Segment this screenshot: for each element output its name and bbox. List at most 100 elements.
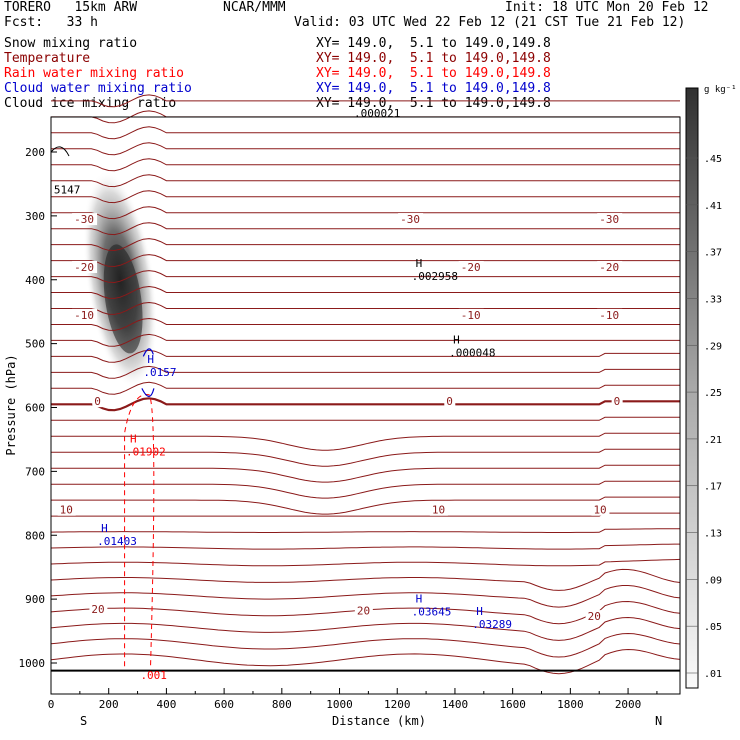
colorbar-label: .13	[704, 529, 722, 540]
contour-label: 0	[446, 395, 453, 408]
y-tick-label: 800	[25, 529, 45, 542]
legend-cloudwater-name: Cloud water mixing ratio	[4, 81, 192, 96]
extrema-markers: H.002958H.000048H.0157H.01902H.01403H.03…	[54, 107, 512, 682]
legend-cloudwater-range: XY= 149.0, 5.1 to 149.0,149.8	[316, 81, 551, 96]
temperature-contours	[50, 94, 681, 675]
temperature-line	[51, 254, 680, 268]
contour-label-bg	[92, 395, 104, 408]
y-tick-label: 500	[25, 338, 45, 351]
colorbar-label: .33	[704, 294, 722, 305]
contour-label-bg	[429, 503, 448, 516]
forecast-hour: Fcst: 33 h	[4, 15, 98, 30]
model-title: TORERO 15km ARW	[4, 0, 138, 15]
rain-contour	[124, 394, 155, 667]
legend-snow-name: Snow mixing ratio	[4, 36, 138, 51]
contour-label-bg	[398, 213, 424, 226]
colorbar-label: .21	[704, 435, 722, 446]
extremum-marker: H	[476, 605, 483, 618]
extremum-value: .000021	[354, 107, 400, 120]
temperature-line	[51, 448, 680, 467]
x-tick-label: 400	[156, 698, 176, 711]
colorbar-label: .25	[704, 388, 722, 399]
temperature-line	[51, 301, 680, 315]
temperature-line	[51, 480, 680, 499]
contour-label: -20	[599, 261, 619, 274]
colorbar: .45 .41 .37 .33 .29 .25 .21 .17 .13 .09 .05 .01 g kg…	[685, 85, 737, 689]
contour-label: 20	[357, 605, 370, 618]
colorbar-scale	[685, 87, 699, 689]
y-tick-label: 1000	[19, 657, 46, 670]
contour-label-bg	[354, 604, 373, 617]
contour-label-bg	[89, 602, 108, 615]
y-tick-label: 600	[25, 402, 45, 415]
temperature-line	[51, 416, 680, 421]
colorbar-label: .05	[704, 622, 722, 633]
extremum-marker: H	[416, 592, 423, 605]
x-tick-label: 1400	[442, 698, 469, 711]
x-axis-title: Distance (km)	[332, 714, 426, 728]
contour-label-bg	[458, 260, 484, 273]
y-tick-label: 700	[25, 465, 45, 478]
contour-label: 10	[593, 504, 606, 517]
extremum-value: .03645	[412, 605, 452, 618]
south-label: S	[80, 714, 87, 728]
contour-label: -20	[461, 261, 481, 274]
y-tick-label: 400	[25, 274, 45, 287]
contour-label-bg	[597, 213, 623, 226]
temperature-line	[51, 349, 680, 363]
temperature-line	[51, 126, 680, 140]
contour-label: -20	[74, 261, 94, 274]
contour-label: -10	[599, 309, 619, 322]
temperature-line	[51, 174, 680, 188]
x-tick-label: 800	[272, 698, 292, 711]
contour-label-bg	[57, 503, 76, 516]
x-tick-label: 1200	[384, 698, 411, 711]
temperature-line	[51, 464, 680, 483]
colorbar-unit: g kg⁻¹	[704, 85, 737, 95]
temperature-line	[51, 317, 680, 331]
contour-label: -30	[74, 213, 94, 226]
contour-label-bg	[72, 308, 98, 321]
extremum-value: .001	[140, 669, 167, 682]
legend-cloudice-name: Cloud ice mixing ratio	[4, 96, 177, 111]
x-tick-label: 200	[99, 698, 119, 711]
extremum-value: 5147	[54, 184, 81, 197]
temperature-line	[50, 528, 680, 533]
temperature-line	[51, 496, 680, 515]
colorbar-label: .09	[704, 575, 722, 586]
extremum-marker: H	[147, 353, 154, 366]
y-axis-title: Pressure (hPa)	[4, 354, 18, 455]
legend-cloudice-range: XY= 149.0, 5.1 to 149.0,149.8	[316, 96, 551, 111]
extremum-value: .03289	[472, 618, 512, 631]
contour-label: -10	[74, 309, 94, 322]
extremum-value: .01403	[97, 535, 137, 548]
contour-label-bg	[72, 260, 98, 273]
contour-label: -30	[400, 213, 420, 226]
colorbar-label: .17	[704, 482, 722, 493]
colorbar-label: .45	[704, 154, 722, 165]
contour-label-bg	[458, 308, 484, 321]
temperature-line	[51, 206, 680, 220]
x-tick-label: 1600	[499, 698, 526, 711]
temperature-line	[50, 543, 680, 550]
legend-temp-name: Temperature	[4, 51, 91, 66]
contour-label: 20	[588, 610, 601, 623]
plot-frame	[50, 116, 681, 695]
temperature-line	[51, 512, 680, 517]
contour-label: -30	[599, 213, 619, 226]
y-tick-label: 300	[25, 210, 45, 223]
extremum-value: .000048	[449, 347, 495, 360]
temperature-line	[51, 190, 680, 204]
temperature-line	[51, 365, 680, 379]
contour-label: 10	[60, 504, 73, 517]
rain-contours	[50, 146, 155, 667]
org-label: NCAR/MMM	[223, 0, 286, 15]
contour-label-bg	[597, 308, 623, 321]
contour-labels: -30 -30 -30 -20 -20 -20 -10 -10 -10 0 0 0 10 10 10 20 20…	[57, 213, 623, 623]
contour-label: 0	[614, 395, 621, 408]
contour-label-bg	[72, 213, 98, 226]
extremum-value: .002958	[412, 270, 458, 283]
colorbar-label: .37	[704, 248, 722, 259]
colorbar-label: .01	[704, 669, 722, 680]
